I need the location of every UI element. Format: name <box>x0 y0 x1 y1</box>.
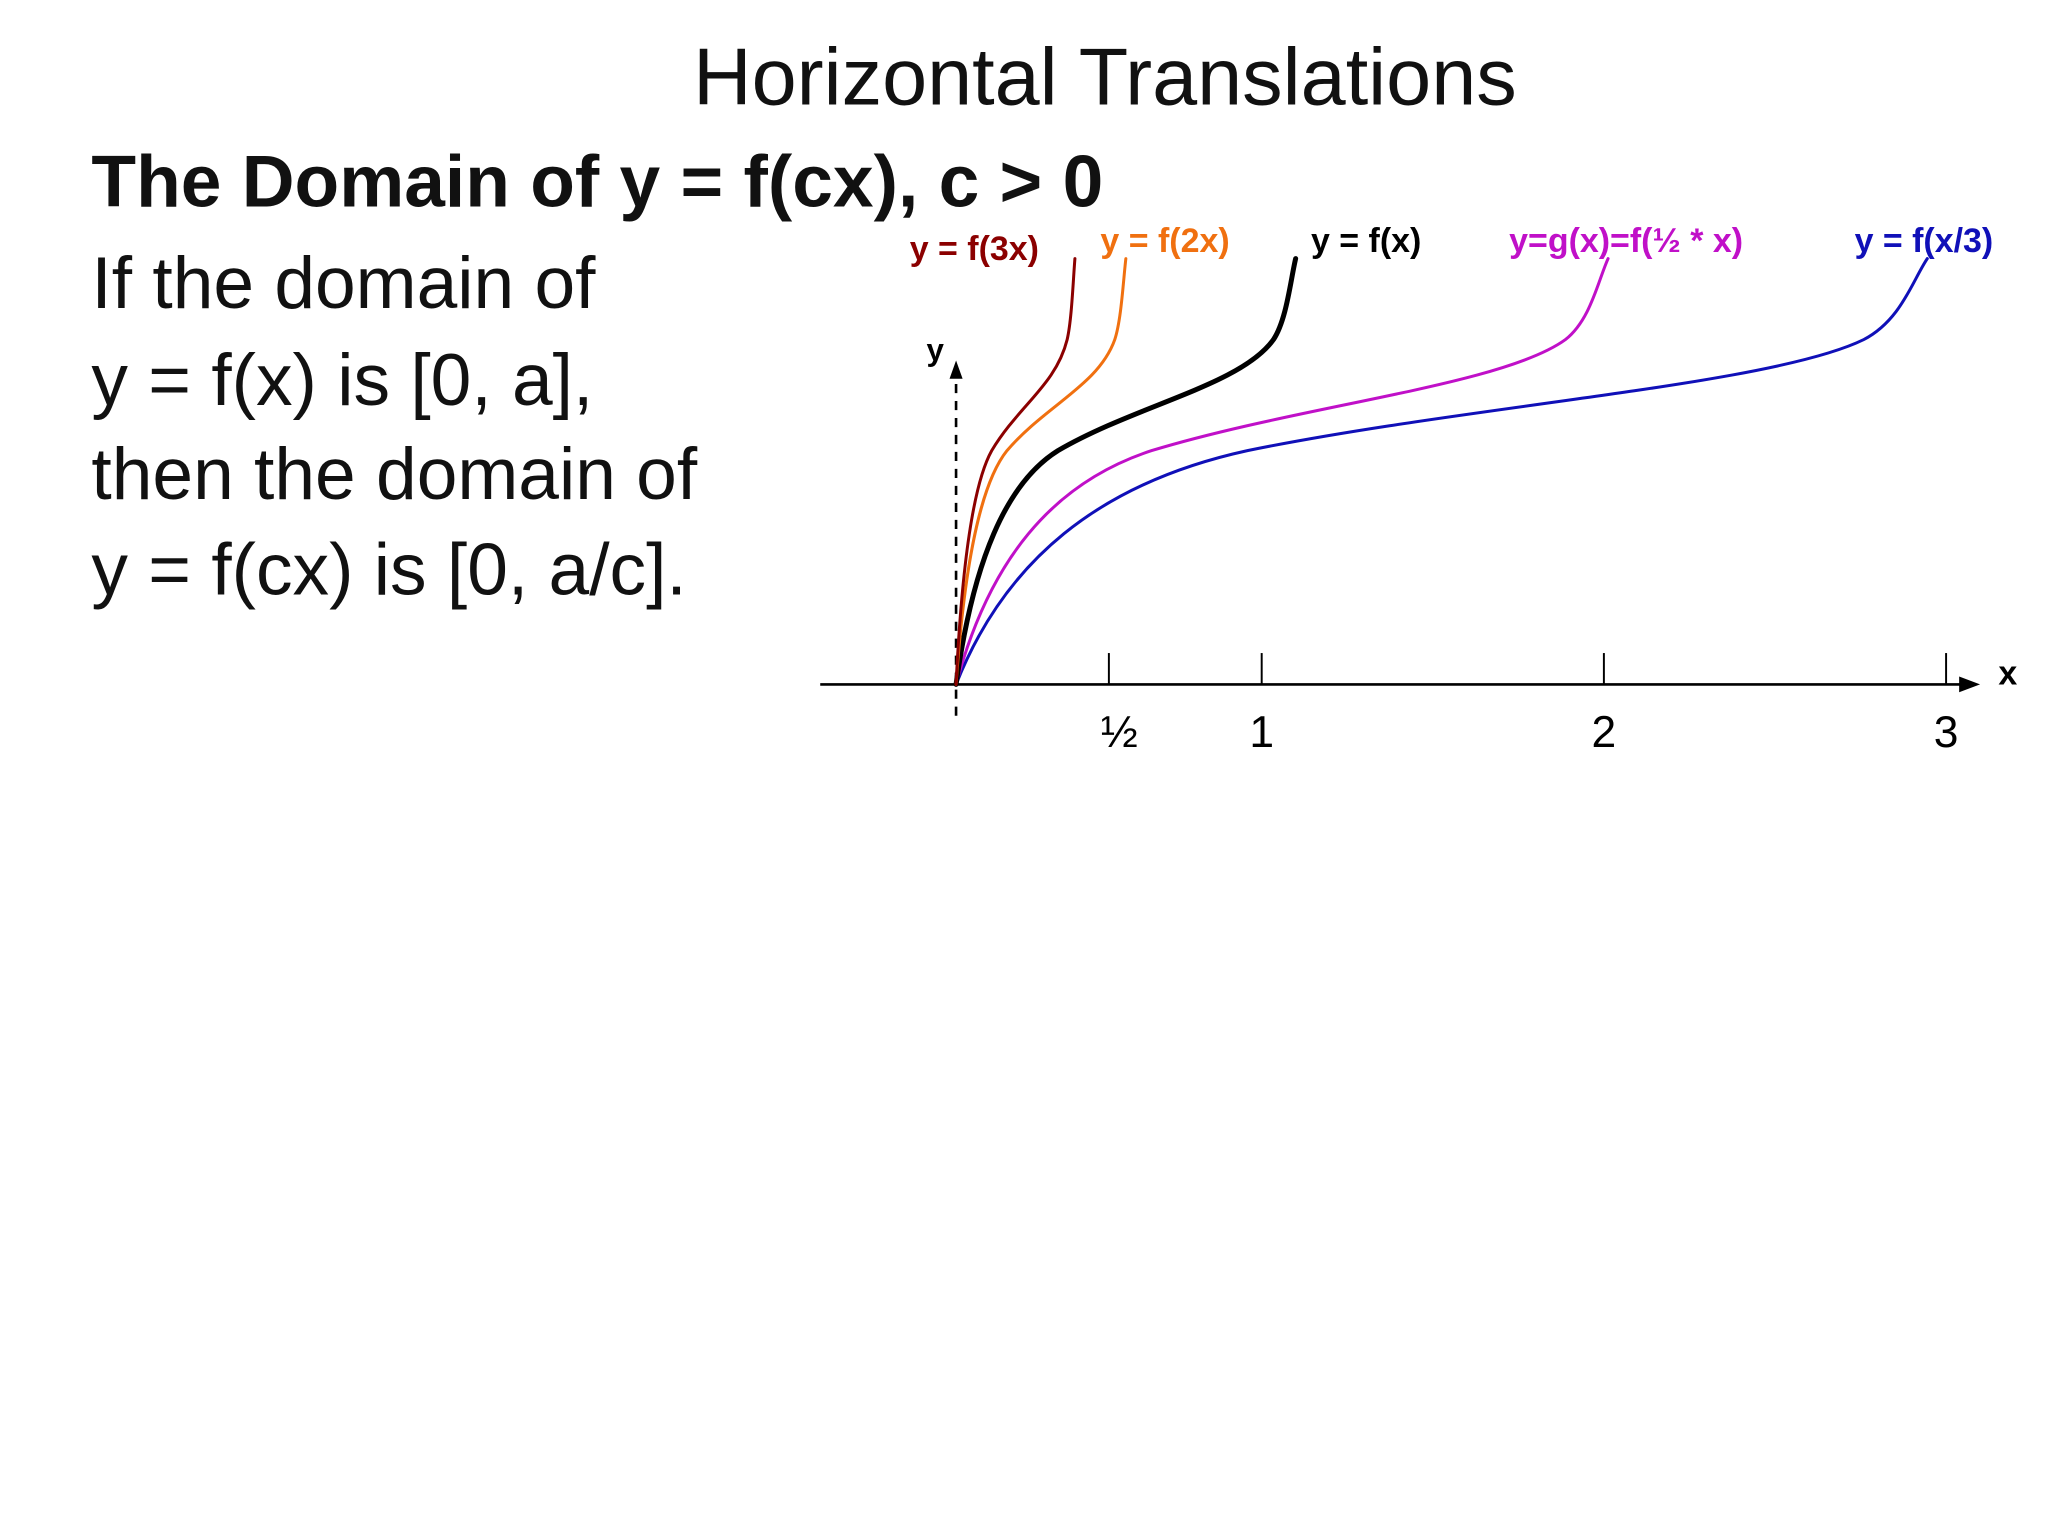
body-line: then the domain of <box>91 434 697 515</box>
curve-group <box>956 259 1075 685</box>
tick-label: 2 <box>1592 708 1617 757</box>
body-line: y = f(cx) is [0, a/c]. <box>91 529 686 610</box>
y-arrow <box>949 360 963 379</box>
curve-label: y = f(x/3) <box>1855 222 1994 260</box>
curve <box>956 259 1608 685</box>
curve-group <box>956 259 1608 685</box>
y-axis-label: y <box>926 332 944 367</box>
curve <box>956 259 1927 685</box>
body-line: If the domain of <box>91 243 596 324</box>
curve-label: y=g(x)=f(½ * x) <box>1509 222 1743 260</box>
slide-content: Horizontal Translations The Domain of y … <box>91 32 2017 757</box>
subtitle: The Domain of y = f(cx), c > 0 <box>91 141 1103 222</box>
curve <box>956 259 1296 685</box>
curve <box>956 259 1126 685</box>
curve-label: y = f(x) <box>1311 222 1421 260</box>
tick-label: 3 <box>1934 708 1959 757</box>
body-line: y = f(x) is [0, a], <box>91 340 593 421</box>
curve-label: y = f(2x) <box>1100 222 1229 260</box>
curve-group <box>956 259 1927 685</box>
tick-label: ½ <box>1101 708 1138 757</box>
curve <box>956 259 1075 685</box>
slide-title: Horizontal Translations <box>693 32 1517 122</box>
tick-label: 1 <box>1249 708 1274 757</box>
x-axis-label: x <box>1998 654 2017 692</box>
curve-label: y = f(3x) <box>910 230 1039 268</box>
x-arrow <box>1959 676 1981 693</box>
curve-group <box>956 259 1126 685</box>
